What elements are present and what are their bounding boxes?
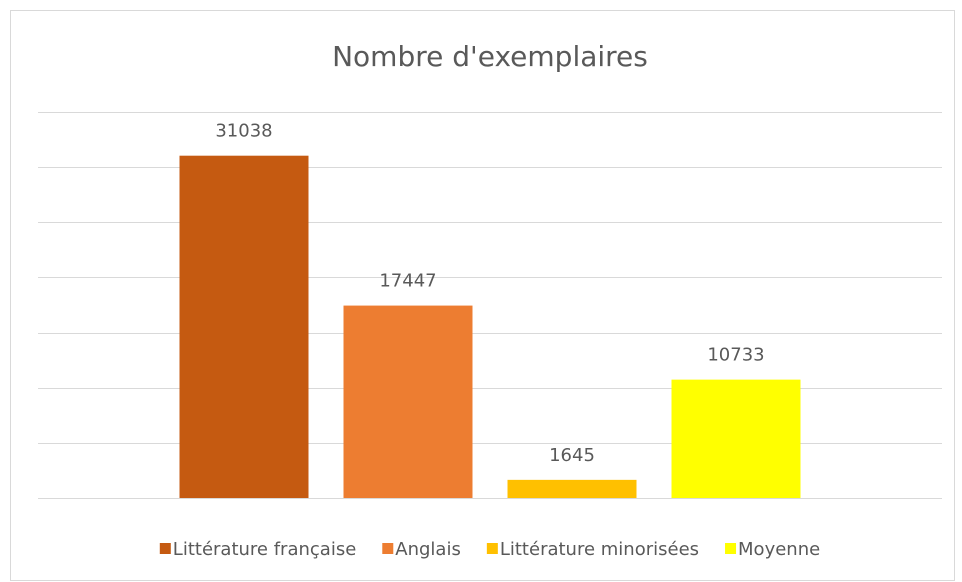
legend-swatch <box>725 543 737 554</box>
legend-label: Moyenne <box>738 539 820 560</box>
legend-label: Anglais <box>395 539 461 560</box>
bar <box>671 379 801 498</box>
legend-swatch <box>159 543 171 554</box>
legend-swatch <box>486 543 498 554</box>
bar <box>179 155 309 499</box>
bar <box>343 305 473 498</box>
legend-label: Littérature française <box>173 539 356 560</box>
bar <box>507 479 637 498</box>
value-label: 1645 <box>549 445 595 466</box>
value-label: 31038 <box>215 121 272 142</box>
chart-title: Nombre d'exemplaires <box>332 40 648 73</box>
legend-label: Littérature minorisées <box>500 539 699 560</box>
value-label: 17447 <box>379 271 436 292</box>
legend-swatch <box>382 543 394 554</box>
value-label: 10733 <box>707 345 764 366</box>
chart-border <box>10 10 955 581</box>
